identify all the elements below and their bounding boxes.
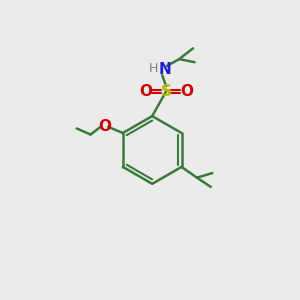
Text: H: H: [149, 62, 158, 75]
Text: N: N: [159, 62, 172, 77]
Text: O: O: [139, 84, 152, 99]
Text: O: O: [180, 84, 194, 99]
Text: O: O: [98, 119, 111, 134]
Text: S: S: [160, 84, 172, 99]
